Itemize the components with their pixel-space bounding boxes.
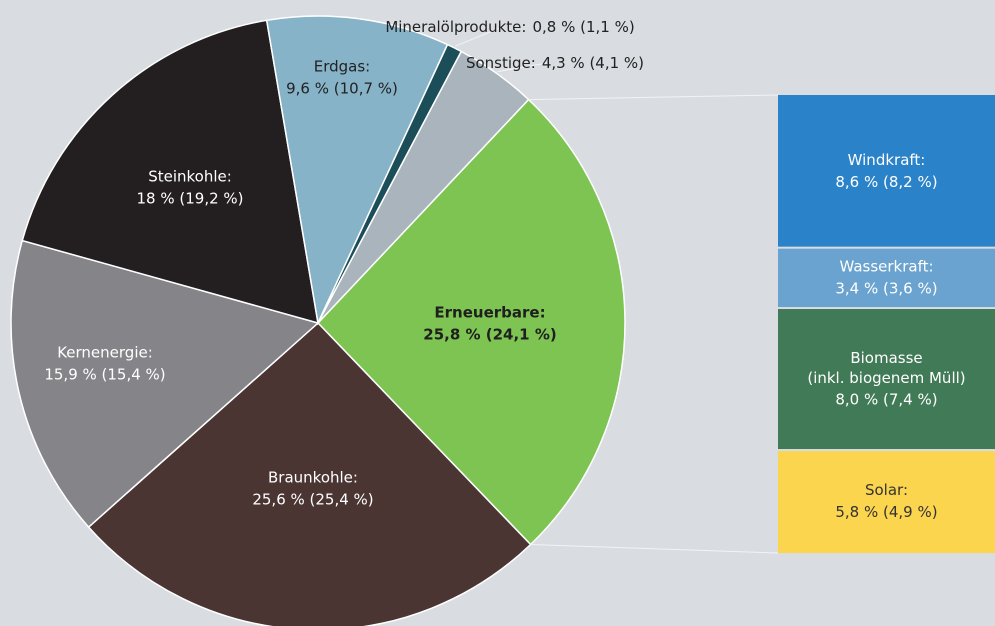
slice-label: Kernenergie: bbox=[57, 344, 153, 362]
slice-value-label: 25,6 % (25,4 %) bbox=[252, 491, 373, 509]
leader-line bbox=[455, 26, 503, 47]
pie-slice bbox=[10, 239, 320, 529]
slice-label: Mineralölprodukte: bbox=[385, 18, 526, 36]
slice-value-label: 0,8 % (1,1 %) bbox=[532, 18, 634, 36]
segment-label: Solar: bbox=[865, 481, 908, 499]
slice-value-label: 4,3 % (4,1 %) bbox=[542, 54, 644, 72]
slice-label: Sonstige: bbox=[466, 54, 536, 72]
connector-line bbox=[528, 94, 779, 101]
pie-slice bbox=[316, 98, 626, 546]
slice-label: Mineralölprodukte: 0,8 % (1,1 %) bbox=[385, 18, 634, 36]
bar-segment bbox=[778, 248, 995, 308]
slice-label: Sonstige: 4,3 % (4,1 %) bbox=[466, 54, 644, 72]
segment-value-label: 8,6 % (8,2 %) bbox=[835, 173, 937, 191]
pie-slice bbox=[317, 50, 530, 324]
segment-label: Biomasse (inkl. biogenem Müll) bbox=[807, 349, 965, 387]
connector-line bbox=[530, 544, 779, 554]
segment-label: Windkraft: bbox=[848, 151, 926, 169]
bar-segment bbox=[778, 451, 995, 553]
slice-label: Braunkohle: bbox=[268, 469, 358, 487]
slice-label: Erdgas: bbox=[314, 58, 370, 76]
pie-slice bbox=[265, 15, 449, 326]
segment-value-label: 8,0 % (7,4 %) bbox=[835, 391, 937, 409]
segment-label: Wasserkraft: bbox=[839, 257, 933, 275]
slice-value-label: 9,6 % (10,7 %) bbox=[286, 80, 398, 98]
slice-label: Steinkohle: bbox=[148, 168, 232, 186]
bar-segment bbox=[778, 95, 995, 247]
leader-line bbox=[497, 62, 548, 73]
segment-value-label: 3,4 % (3,6 %) bbox=[835, 279, 937, 297]
pie-slice bbox=[21, 19, 319, 325]
slice-value-label: 25,8 % (24,1 %) bbox=[423, 326, 556, 344]
pie-slice bbox=[87, 321, 532, 626]
slice-value-label: 18 % (19,2 %) bbox=[137, 190, 244, 208]
slice-value-label: 15,9 % (15,4 %) bbox=[44, 366, 165, 384]
segment-value-label: 5,8 % (4,9 %) bbox=[835, 503, 937, 521]
bar-segment bbox=[778, 309, 995, 450]
slice-label: Erneuerbare: bbox=[434, 304, 545, 322]
